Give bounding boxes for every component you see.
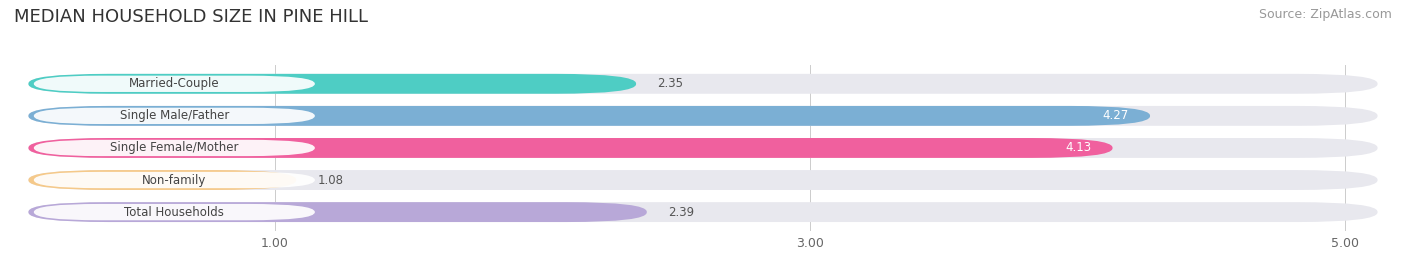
Text: 2.39: 2.39 bbox=[668, 206, 695, 219]
FancyBboxPatch shape bbox=[28, 74, 636, 94]
FancyBboxPatch shape bbox=[28, 202, 647, 222]
FancyBboxPatch shape bbox=[28, 170, 297, 190]
FancyBboxPatch shape bbox=[34, 140, 315, 156]
Text: Single Male/Father: Single Male/Father bbox=[120, 109, 229, 122]
Text: Source: ZipAtlas.com: Source: ZipAtlas.com bbox=[1258, 8, 1392, 21]
Text: MEDIAN HOUSEHOLD SIZE IN PINE HILL: MEDIAN HOUSEHOLD SIZE IN PINE HILL bbox=[14, 8, 368, 26]
FancyBboxPatch shape bbox=[34, 172, 315, 188]
Text: Non-family: Non-family bbox=[142, 174, 207, 186]
Text: 2.35: 2.35 bbox=[658, 77, 683, 90]
FancyBboxPatch shape bbox=[34, 108, 315, 124]
Text: Total Households: Total Households bbox=[124, 206, 225, 219]
FancyBboxPatch shape bbox=[28, 138, 1112, 158]
Text: 1.08: 1.08 bbox=[318, 174, 343, 186]
FancyBboxPatch shape bbox=[28, 106, 1150, 126]
Text: Single Female/Mother: Single Female/Mother bbox=[110, 141, 239, 154]
FancyBboxPatch shape bbox=[28, 106, 1378, 126]
FancyBboxPatch shape bbox=[34, 76, 315, 92]
FancyBboxPatch shape bbox=[28, 170, 1378, 190]
FancyBboxPatch shape bbox=[28, 74, 1378, 94]
Text: 4.27: 4.27 bbox=[1102, 109, 1129, 122]
FancyBboxPatch shape bbox=[34, 204, 315, 220]
FancyBboxPatch shape bbox=[28, 138, 1378, 158]
Text: 4.13: 4.13 bbox=[1064, 141, 1091, 154]
Text: Married-Couple: Married-Couple bbox=[129, 77, 219, 90]
FancyBboxPatch shape bbox=[28, 202, 1378, 222]
